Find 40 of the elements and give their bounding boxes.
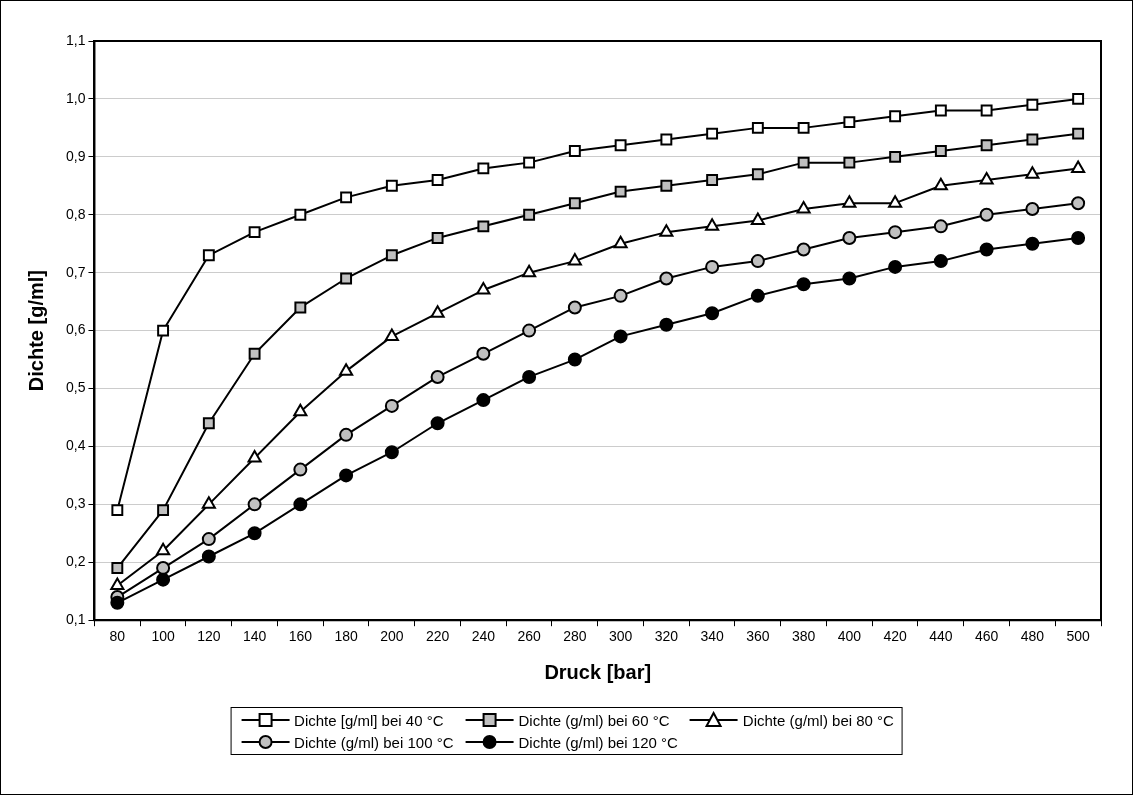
x-tick-label: 500 [1066, 628, 1091, 645]
x-tick-label: 360 [746, 628, 770, 645]
x-tick-label: 480 [1020, 628, 1045, 645]
x-tick-label: 180 [334, 628, 358, 645]
legend-label: Dichte (g/ml) bei 80 °C [742, 711, 894, 729]
y-axis-title: Dichte [g/ml] [24, 270, 47, 392]
x-tick-label: 220 [425, 628, 450, 645]
y-tick-label: 0,3 [65, 495, 86, 512]
y-tick-label: 0,9 [65, 147, 86, 164]
x-tick-label: 100 [151, 628, 175, 645]
x-tick-label: 400 [837, 628, 862, 645]
x-axis-title: Druck [bar] [544, 660, 652, 683]
x-tick-label: 420 [883, 628, 908, 645]
x-tick-label: 320 [654, 628, 679, 645]
y-tick-label: 1,0 [65, 89, 86, 106]
x-tick-label: 120 [197, 628, 221, 645]
y-tick-label: 0,5 [65, 379, 86, 396]
y-tick-label: 0,8 [65, 205, 86, 222]
x-tick-label: 240 [471, 628, 496, 645]
y-tick-label: 0,1 [65, 611, 86, 628]
legend-label: Dichte (g/ml) bei 120 °C [518, 733, 678, 751]
y-tick-label: 1,1 [65, 31, 86, 48]
x-tick-label: 140 [242, 628, 267, 645]
y-tick-label: 0,7 [65, 263, 86, 280]
x-tick-label: 460 [974, 628, 999, 645]
y-tick-label: 0,6 [65, 321, 86, 338]
x-tick-label: 260 [517, 628, 541, 645]
legend-label: Dichte (g/ml) bei 60 °C [518, 711, 670, 729]
x-tick-label: 80 [109, 628, 126, 645]
legend-label: Dichte [g/ml] bei 40 °C [294, 711, 444, 729]
x-tick-label: 440 [929, 628, 953, 645]
x-tick-label: 200 [380, 628, 404, 645]
x-tick-label: 160 [288, 628, 313, 645]
x-tick-label: 280 [563, 628, 587, 645]
x-tick-label: 300 [608, 628, 633, 645]
x-tick-label: 340 [700, 628, 724, 645]
y-tick-label: 0,4 [65, 437, 86, 454]
x-tick-label: 380 [791, 628, 816, 645]
y-tick-label: 0,2 [65, 553, 86, 570]
legend-label: Dichte (g/ml) bei 100 °C [294, 733, 454, 751]
